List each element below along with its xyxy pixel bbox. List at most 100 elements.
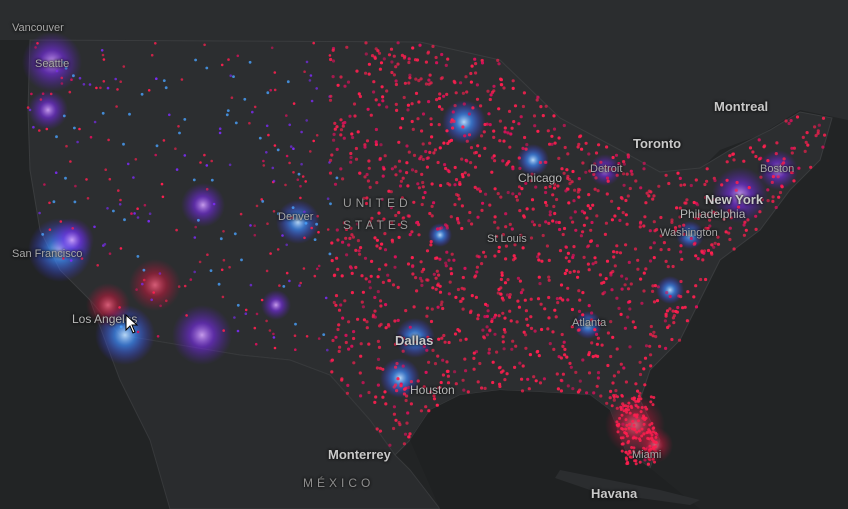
heat-dot [474,62,478,66]
heat-dot [362,196,366,200]
heat-dot [766,199,770,203]
heat-dot [447,292,451,296]
heat-dot [678,176,682,180]
heat-dot [627,408,630,412]
heat-dot [328,54,332,57]
heat-dot [361,305,365,309]
heat-dot [209,269,213,272]
heat-dot [115,105,118,108]
heat-dot [457,221,461,225]
heat-dot [548,213,552,217]
heat-dot [737,205,741,209]
heat-dot [668,307,672,311]
heat-dot [194,225,197,229]
heat-dot [465,159,469,163]
heat-dot [373,309,377,313]
heat-dot [476,215,480,219]
heat-dot [475,254,479,258]
heat-dot [55,69,59,73]
heat-dot [430,135,434,139]
heat-dot [709,251,714,255]
heat-dot [443,340,447,344]
heat-dot [705,167,709,171]
heat-dot [524,333,528,337]
heat-dot [418,43,422,47]
heat-dot [331,338,335,343]
heat-dot [119,80,122,83]
heat-dot [497,366,501,370]
heat-dot [205,187,209,191]
heat-dot [358,171,362,175]
heat-dot [421,112,426,116]
heat-dot [437,105,442,109]
heat-dot [572,269,576,273]
heat-dot [522,214,526,218]
heat-dot [527,387,531,391]
heat-dot [403,55,407,59]
heat-dot [517,156,521,160]
heat-dot [722,217,726,221]
heat-dot [448,139,452,143]
heat-dot [682,232,686,236]
heat-dot [406,184,410,188]
heat-dot [364,52,368,56]
heat-dot [590,341,594,345]
heat-dot [433,148,437,152]
heat-dot [686,290,690,294]
heat-dot [293,334,297,338]
heat-dot [627,260,631,264]
heat-dot [454,295,458,299]
heat-dot [771,199,775,203]
heat-dot [598,321,602,325]
heat-dot [147,89,151,92]
heat-dot [424,370,428,374]
heat-dot [198,260,202,264]
heat-dot [652,241,656,245]
heat-dot [226,109,230,112]
heat-dot [244,312,248,316]
heat-dot [453,104,457,108]
heat-dot [359,246,363,250]
heat-dot [532,223,537,227]
heat-dot [426,335,430,339]
heat-dot [460,226,464,231]
heat-dot [596,371,601,375]
heat-dot [497,287,501,291]
heat-dot [447,340,451,345]
heat-dot [530,172,534,176]
heat-dot [480,262,484,266]
heat-dot [220,268,224,272]
heat-dot [373,295,377,300]
heat-dot [571,255,575,260]
heat-dot [62,257,65,260]
heat-dot [341,240,345,244]
heat-dot [476,380,480,384]
heat-dot [618,416,622,420]
heat-dot [586,204,590,208]
heat-dot [453,370,457,374]
heat-dot [140,92,144,96]
heat-dot [472,351,476,355]
heat-dot [630,172,634,176]
heat-dot [454,91,458,95]
heat-dot [192,178,196,182]
heat-dot [501,159,505,163]
heat-dot [629,169,633,173]
heat-dot [376,275,380,279]
heat-dot [511,192,515,196]
heat-dot [670,220,674,224]
heat-dot [419,409,423,413]
heat-dot [329,158,333,162]
heat-dot [647,194,651,198]
heat-dot [538,282,542,286]
heat-dot [649,431,653,434]
heat-dot [561,232,565,237]
heat-dot [64,66,68,70]
heat-dot [269,88,273,92]
heat-dot [387,53,392,57]
heat-dot [425,165,429,169]
heat-dot [501,233,505,237]
heat-dot [511,339,515,343]
heat-dot [365,139,370,143]
